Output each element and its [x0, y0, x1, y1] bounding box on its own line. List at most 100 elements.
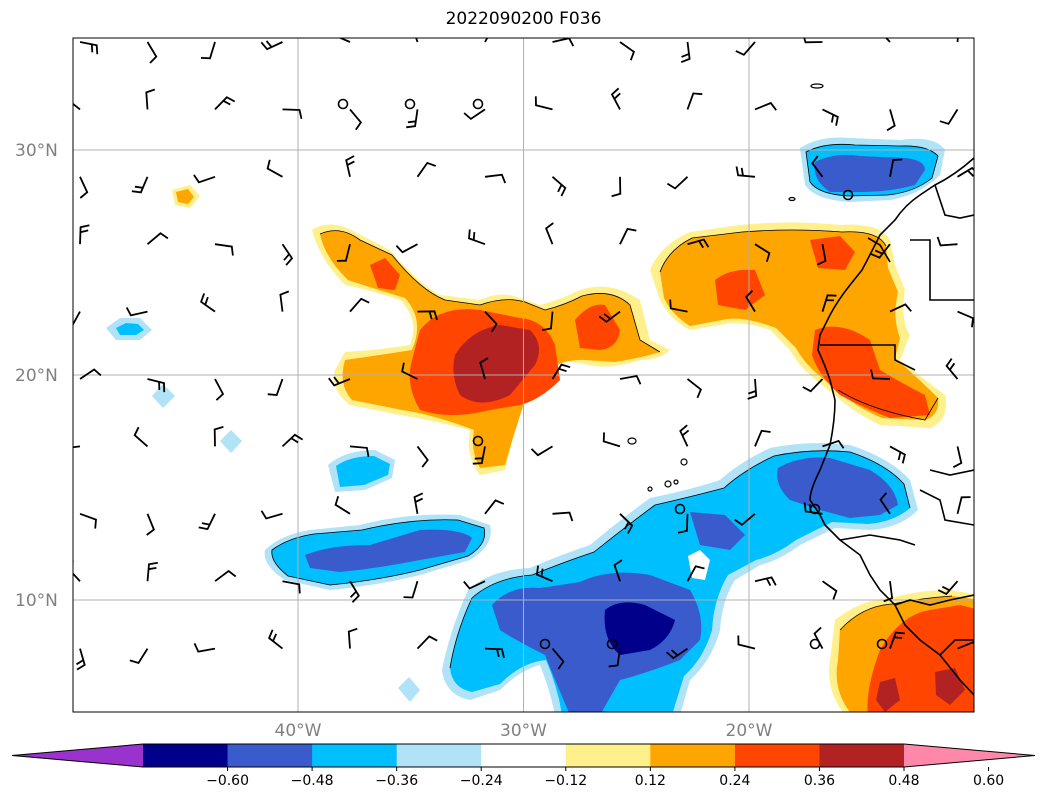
colorbar-tick-label: −0.24 — [460, 773, 503, 789]
map-frame — [72, 37, 975, 713]
wind-barb — [542, 311, 554, 331]
wind-barb — [611, 176, 622, 198]
wind-barb — [268, 629, 284, 650]
wind-barb — [735, 41, 756, 56]
wind-barb — [416, 635, 438, 650]
wind-barb — [816, 244, 827, 266]
wind-barb — [879, 492, 891, 515]
filled-contours — [106, 137, 974, 712]
wind-barb — [535, 565, 553, 583]
contour-neg-036e — [305, 529, 472, 572]
colorbar-tick-label: −0.12 — [544, 773, 587, 789]
wind-barb — [952, 446, 963, 468]
map-title: 2022090200 F036 — [445, 9, 602, 29]
wind-barb — [754, 243, 771, 263]
wind-barb — [403, 580, 419, 599]
wind-barb — [936, 236, 958, 247]
wind-barb — [73, 311, 81, 327]
wind-barb — [415, 38, 419, 43]
wind-barb — [472, 446, 486, 465]
wind-barb — [406, 109, 419, 129]
wind-barb — [677, 513, 689, 534]
contour-neg-012h — [398, 677, 420, 702]
wind-barb — [608, 648, 621, 668]
wind-barb — [610, 87, 621, 110]
colorbar-extend-max — [904, 744, 1035, 767]
wind-barb — [679, 424, 690, 447]
wind-barb — [73, 102, 81, 111]
wind-barb — [73, 560, 81, 582]
wind-barb — [146, 513, 155, 536]
wind-barb — [131, 176, 149, 194]
wind-barb — [267, 378, 284, 396]
colorbar-tick-label: 0.12 — [635, 773, 666, 789]
wind-barb — [666, 647, 689, 660]
wind-barb — [260, 510, 283, 520]
wind-barb — [484, 647, 505, 659]
wind-barb — [145, 88, 156, 110]
wind-barb — [669, 299, 688, 313]
wind-barb — [260, 40, 283, 51]
wind-barb — [479, 357, 489, 380]
wind-barb — [551, 648, 565, 670]
wind-barb — [146, 41, 158, 64]
wind-barb — [463, 580, 486, 590]
contour-pos-048 — [453, 325, 539, 403]
wind-barb — [886, 109, 896, 132]
wind-barb — [198, 513, 216, 531]
wind-barb — [551, 363, 571, 380]
wind-barb — [281, 243, 294, 266]
lat-label-10n: 10°N — [15, 591, 58, 611]
wind-barb — [945, 358, 959, 380]
contour-pos-036c — [370, 258, 400, 290]
wind-barb — [883, 581, 894, 603]
wind-barb — [666, 176, 689, 190]
wind-barb — [889, 158, 903, 177]
wind-barb — [754, 429, 771, 447]
wind-barb — [754, 101, 777, 111]
colorbar-segment — [227, 744, 313, 767]
wind-barb — [885, 38, 891, 43]
wind-barb — [754, 576, 777, 587]
colorbar-segment — [734, 744, 820, 767]
wind-barb — [551, 176, 567, 197]
contour-pos-048b — [876, 678, 900, 712]
wind-barb — [468, 229, 486, 246]
contour-neg-036b — [777, 457, 898, 518]
wind-barb — [870, 243, 891, 259]
wind-barb — [417, 310, 438, 321]
wind-barb — [598, 310, 621, 323]
wind-barb — [811, 155, 824, 178]
wind-barb — [613, 559, 623, 582]
colorbar-segment — [396, 744, 482, 767]
wind-barb — [200, 41, 216, 60]
wind-barb — [281, 433, 304, 448]
colorbar-segment — [312, 744, 398, 767]
contour-pos-036e — [810, 236, 855, 270]
lat-label-30n: 30°N — [15, 141, 58, 161]
wind-barb — [213, 426, 224, 447]
contour-neg-024d — [336, 456, 390, 487]
colorbar-segment — [481, 744, 567, 767]
wind-barb — [349, 297, 370, 313]
wind-barb — [484, 38, 489, 43]
wind-barb — [821, 580, 838, 600]
contour-pos-024d — [176, 189, 194, 204]
colorbar-segment — [143, 744, 229, 767]
wind-barb — [822, 108, 839, 126]
wind-barb — [957, 166, 974, 178]
wind-barb — [349, 108, 363, 131]
colorbar-tick-label: 0.36 — [804, 773, 835, 789]
coastlines — [809, 157, 974, 696]
wind-barb — [619, 227, 637, 245]
wind-barb — [889, 445, 906, 464]
wind-barb — [619, 41, 635, 61]
wind-barb — [463, 108, 486, 121]
wind-barb — [416, 161, 437, 178]
wind-barb — [79, 512, 97, 529]
wind-barb — [745, 289, 756, 313]
wind-barb — [686, 92, 703, 110]
wind-barb — [79, 176, 89, 199]
wind-barb — [347, 627, 358, 649]
wind-barb — [552, 511, 574, 522]
